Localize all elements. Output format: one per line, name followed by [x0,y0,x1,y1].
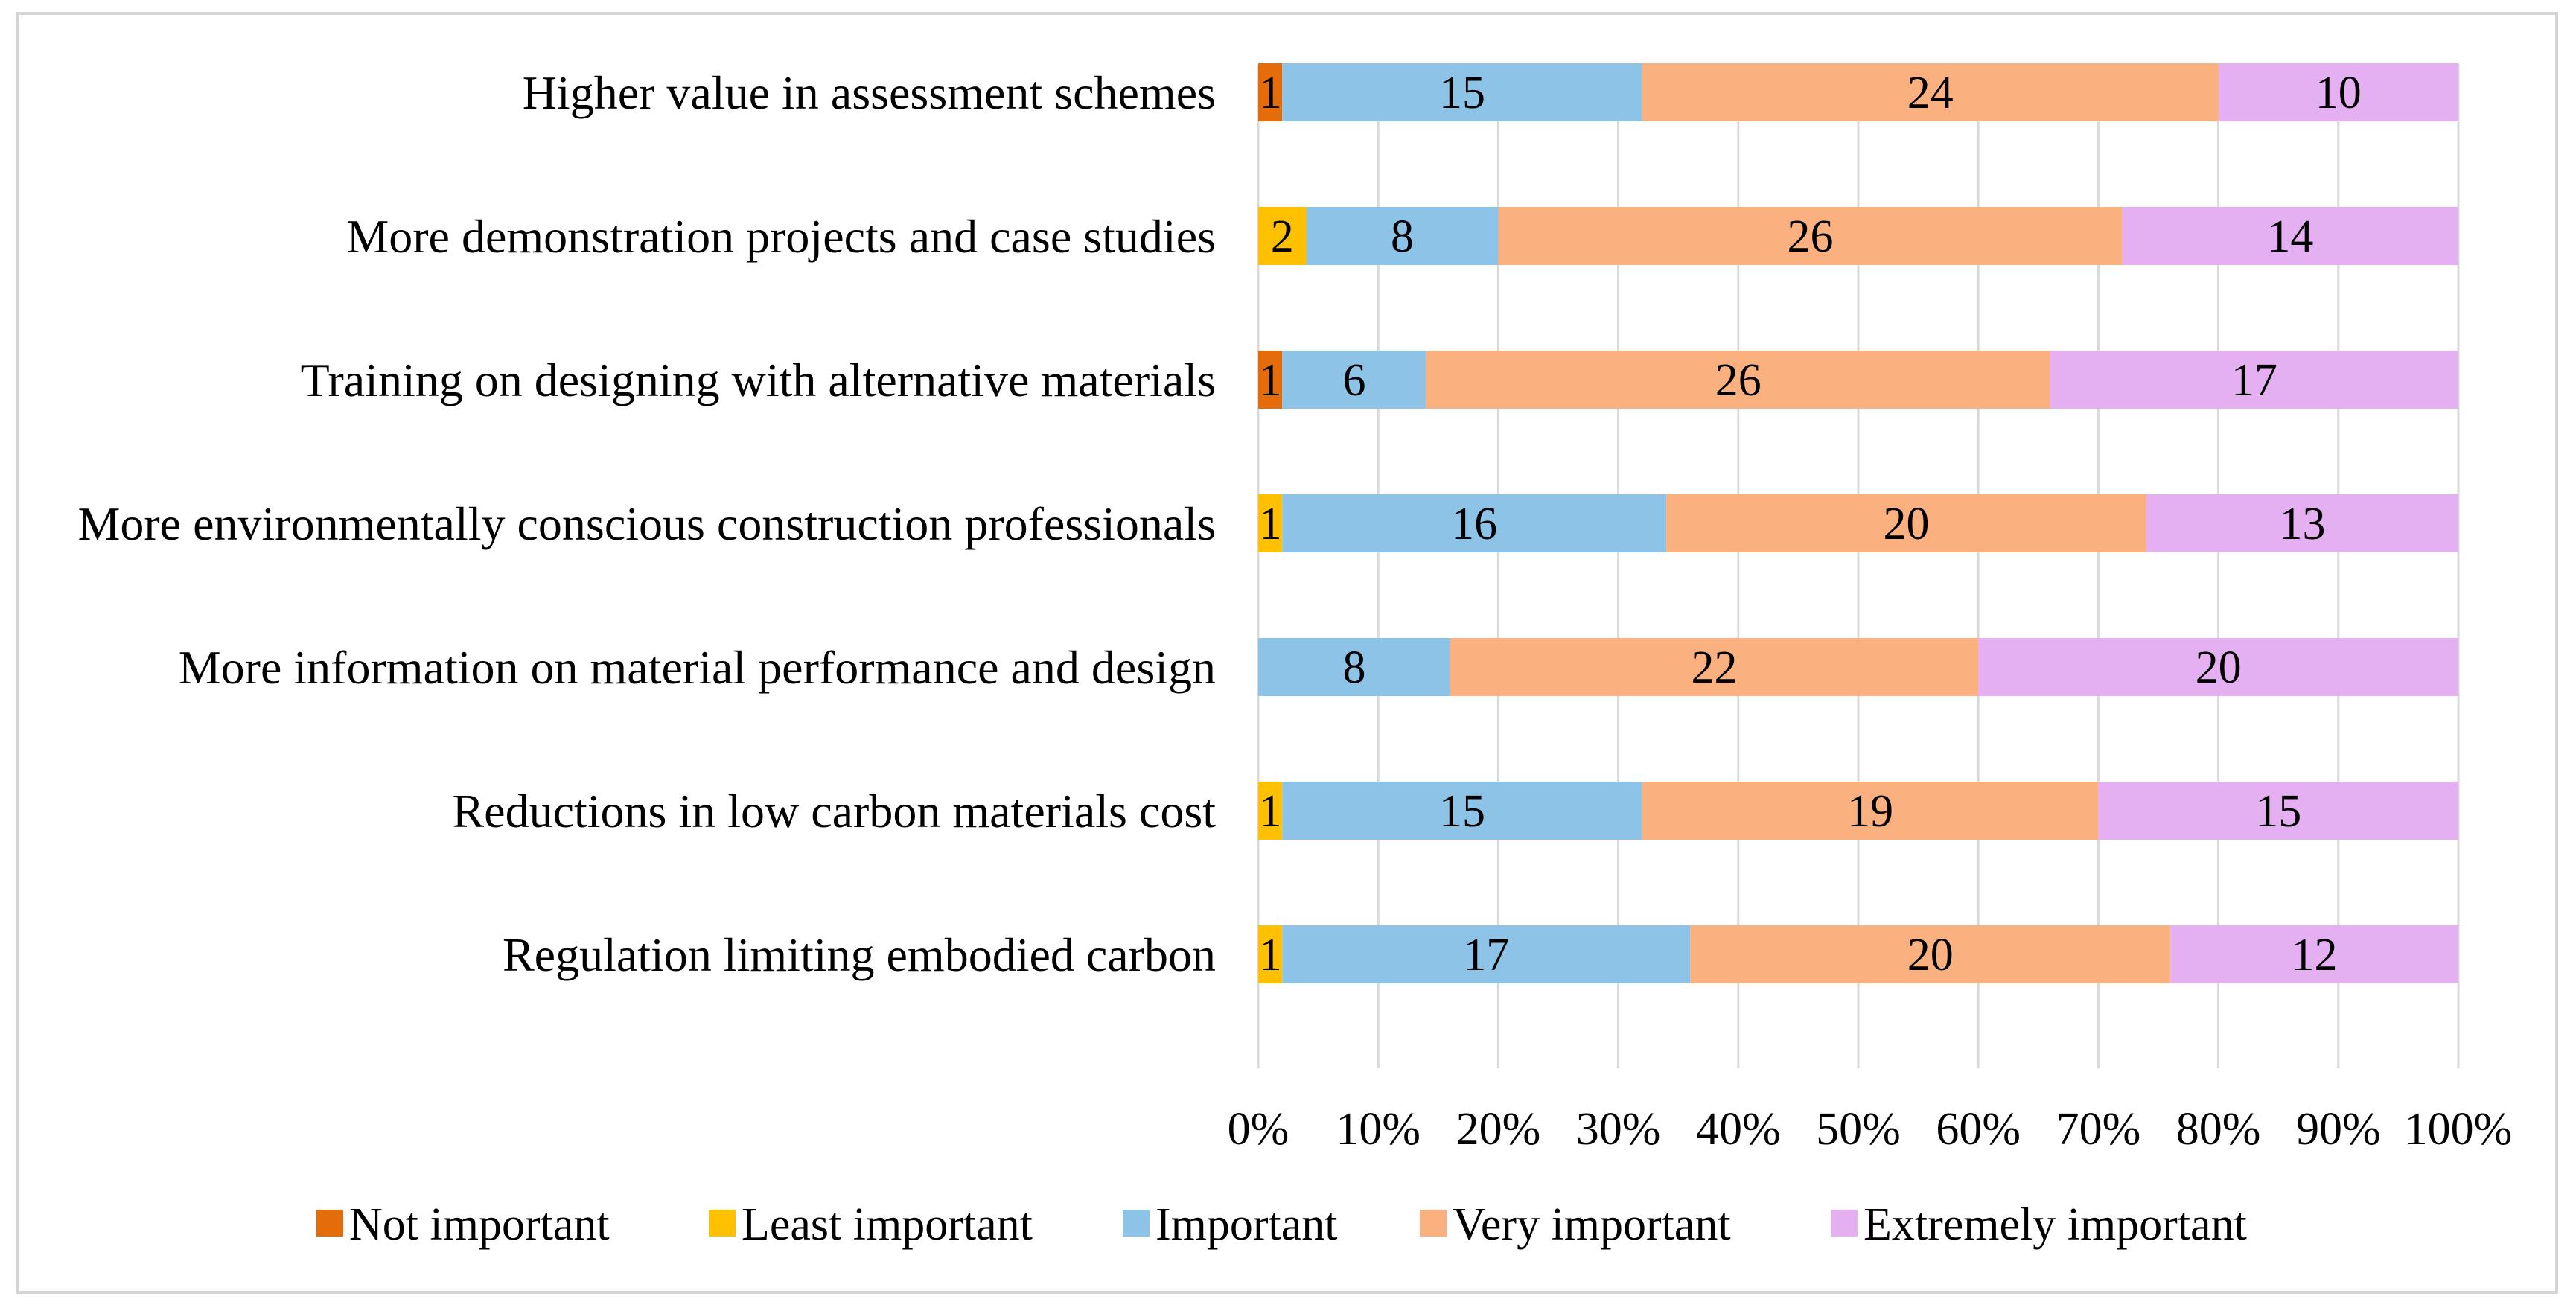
x-tick-label: 0% [1228,1104,1289,1155]
bar-segment [1258,782,1283,840]
data-label: 6 [1342,355,1365,406]
x-tick-label: 100% [2405,1104,2513,1155]
data-label: 15 [1439,786,1485,837]
legend-label: Least important [742,1199,1033,1250]
x-axis-ticks: 0% 10% 20% 30% 40% 50% 60% 70% 80% 90% 100% [1228,1104,2513,1155]
data-label: 15 [2255,786,2301,837]
data-label: 12 [2292,930,2338,980]
bar-segment [2098,782,2458,840]
bar-segment [1666,494,2146,552]
bar-segment [1282,351,1426,409]
data-label: 26 [1788,211,1834,262]
data-label: 17 [1463,930,1509,980]
legend-label: Important [1155,1199,1338,1250]
category-labels: Higher value in assessment schemes More d… [77,66,1216,981]
bar-segment [1282,63,1642,121]
bar-segment [2146,494,2458,552]
legend-swatch [1831,1210,1858,1237]
data-label: 16 [1451,499,1497,549]
bar-segment [1642,782,2099,840]
bar-segment [1426,351,2050,409]
x-tick-label: 90% [2296,1104,2381,1155]
bar-segment [1282,782,1642,840]
x-tick-label: 10% [1336,1104,1421,1155]
x-tick-label: 50% [1816,1104,1901,1155]
data-labels: 1 15 24 102 8 26 141 6 26 171 16 20 138 22 201 15 19 151 1… [1259,68,2362,980]
legend-swatch [709,1210,736,1237]
data-label: 1 [1259,355,1282,406]
data-label: 26 [1715,355,1762,406]
category-label: More environmentally conscious construct… [77,497,1216,550]
bar-segment [1258,63,1283,121]
data-label: 1 [1259,786,1282,837]
bar-segment [1258,638,1450,696]
x-tick-label: 70% [2056,1104,2141,1155]
category-label: Reductions in low carbon materials cost [452,785,1216,838]
category-label: Training on designing with alternative m… [301,354,1216,406]
bar-segment [1690,925,2171,983]
x-tick-label: 80% [2176,1104,2261,1155]
x-tick-label: 40% [1696,1104,1781,1155]
legend-swatch [316,1210,343,1237]
bar-segment [1258,925,1283,983]
bar-segment [1282,494,1667,552]
bar-segment [2122,207,2458,265]
bar-segment [1978,638,2458,696]
bar-segment [2218,63,2458,121]
legend-label: Not important [349,1199,610,1250]
bar-segment [1258,351,1283,409]
x-tick-label: 20% [1456,1104,1541,1155]
data-label: 8 [1391,211,1414,262]
legend-swatch [1420,1210,1447,1237]
data-label: 8 [1342,642,1365,693]
category-label: Higher value in assessment schemes [523,66,1216,119]
category-label: More demonstration projects and case stu… [346,210,1216,263]
data-label: 17 [2231,355,2277,406]
bar-segment [1498,207,2123,265]
data-label: 24 [1907,68,1954,118]
data-label: 20 [1883,499,1929,549]
data-label: 20 [1907,930,1954,980]
bar-segment [2170,925,2458,983]
data-label: 10 [2315,68,2362,118]
bar-segment [1258,207,1307,265]
data-label: 2 [1271,211,1294,262]
data-label: 15 [1439,68,1485,118]
bar-segment [1306,207,1499,265]
bar-segment [1258,494,1283,552]
legend-label: Very important [1453,1199,1731,1250]
x-tick-label: 30% [1576,1104,1661,1155]
data-label: 1 [1259,68,1282,118]
legend-label: Extremely important [1864,1199,2247,1250]
bar-segment [1642,63,2219,121]
bar-segment [1450,638,1979,696]
data-label: 1 [1259,499,1282,549]
data-label: 1 [1259,930,1282,980]
x-tick-label: 60% [1936,1104,2021,1155]
legend: Not important Least important Important Ver… [316,1199,2247,1250]
legend-swatch [1123,1210,1150,1237]
bars [1258,63,2458,983]
data-label: 22 [1692,642,1738,693]
data-label: 14 [2267,211,2313,262]
data-label: 20 [2196,642,2242,693]
bar-segment [2050,351,2458,409]
data-label: 13 [2279,499,2325,549]
bar-segment [1282,925,1691,983]
category-label: More information on material performance… [179,641,1216,694]
category-label: Regulation limiting embodied carbon [503,928,1216,981]
data-label: 19 [1847,786,1893,837]
